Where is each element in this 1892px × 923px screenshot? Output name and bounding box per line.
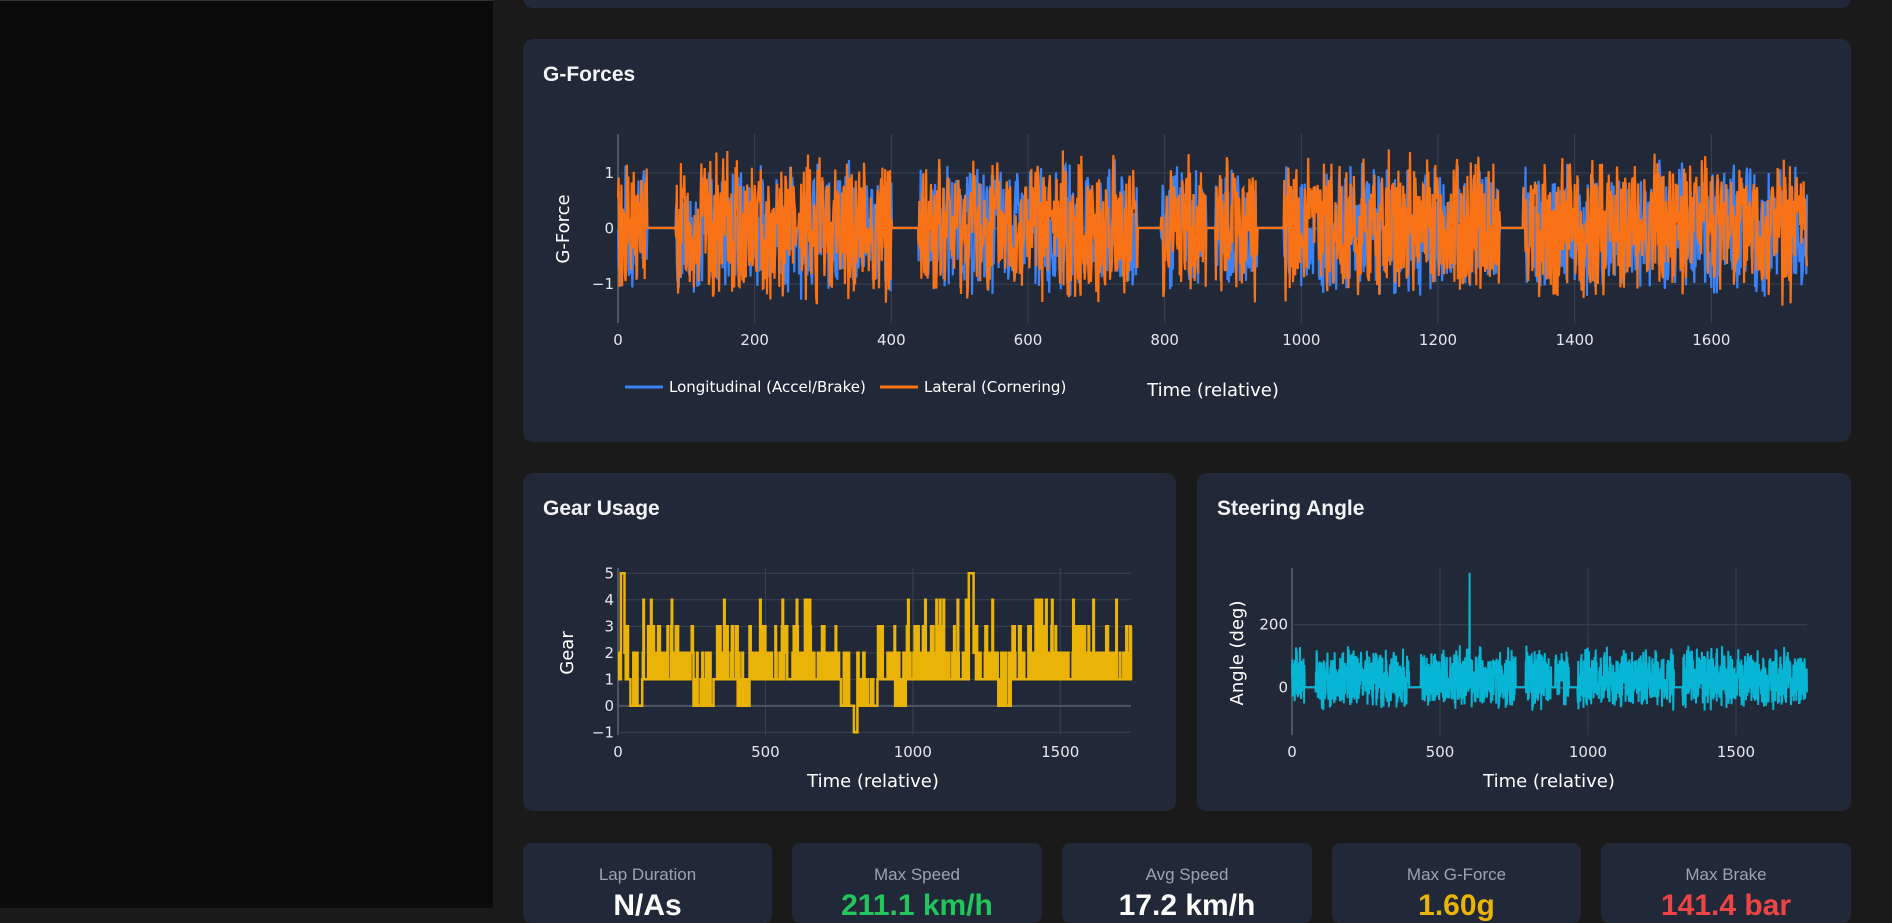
x-tick-label: 1000 (1569, 743, 1607, 761)
y-tick-label: −1 (592, 723, 614, 741)
legend-label: Lateral (Cornering) (924, 378, 1066, 396)
x-tick-label: 1500 (1717, 743, 1755, 761)
stat-max-g-force: Max G-Force 1.60g (1332, 843, 1581, 923)
y-tick-label: 200 (1259, 616, 1288, 634)
y-axis-label: Gear (557, 631, 578, 675)
y-axis-label: Angle (deg) (1227, 601, 1248, 706)
gforces-title: G-Forces (543, 63, 636, 86)
y-tick-label: 1 (604, 670, 614, 688)
stat-max-brake: Max Brake 141.4 bar (1601, 843, 1851, 923)
x-tick-label: 1000 (894, 743, 932, 761)
gear-series-line (617, 572, 1133, 734)
steering-chart[interactable]: 0 500 1000 1500 0 200 Time (relative) Angle (de… (1197, 473, 1851, 811)
steering-series-line (1291, 572, 1808, 711)
stat-value: 141.4 bar (1660, 889, 1792, 922)
x-tick-label: 500 (751, 743, 780, 761)
series-line-lateral (616, 149, 1809, 306)
stat-avg-speed: Avg Speed 17.2 km/h (1062, 843, 1312, 923)
y-tick-label: 0 (604, 220, 614, 238)
y-tick-label: 0 (1278, 679, 1288, 697)
y-tick-label: 5 (604, 564, 614, 582)
gforces-chart[interactable]: 0 200 400 600 800 1000 1200 1400 1600 −1 0 1 Time (r… (523, 39, 1851, 442)
y-axis-label: G-Force (553, 194, 574, 263)
sidebar (0, 0, 493, 908)
gear-card: Gear Usage 0 500 1000 1500 −1 0 1 2 3 4 5 Time (rel… (523, 473, 1176, 811)
gear-title: Gear Usage (543, 497, 660, 520)
stat-value: N/As (613, 889, 682, 922)
stat-max-speed: Max Speed 211.1 km/h (792, 843, 1042, 923)
x-tick-label: 0 (1287, 743, 1297, 761)
steering-title: Steering Angle (1217, 497, 1365, 520)
gforces-card: G-Forces 0 200 400 600 800 1000 1200 1400 1600 −1… (523, 39, 1851, 442)
x-tick-label: 800 (1150, 331, 1179, 349)
x-tick-label: 400 (877, 331, 906, 349)
y-tick-label: 3 (604, 617, 614, 635)
stat-label: Max G-Force (1406, 865, 1507, 884)
y-tick-label: 1 (604, 164, 614, 182)
y-tick-label: 0 (604, 697, 614, 715)
x-axis-label: Time (relative) (1146, 380, 1279, 401)
x-tick-label: 0 (613, 743, 623, 761)
x-tick-label: 500 (1426, 743, 1455, 761)
x-axis-label: Time (relative) (1482, 771, 1615, 792)
stat-value: 211.1 km/h (841, 889, 993, 922)
y-tick-label: 2 (604, 644, 614, 662)
x-tick-label: 1500 (1041, 743, 1079, 761)
x-tick-label: 1400 (1556, 331, 1594, 349)
stat-lap-duration: Lap Duration N/As (523, 843, 772, 923)
legend-label: Longitudinal (Accel/Brake) (669, 378, 866, 396)
stat-value: 17.2 km/h (1118, 889, 1256, 922)
x-tick-label: 1200 (1419, 331, 1457, 349)
x-axis-label: Time (relative) (806, 771, 939, 792)
y-tick-label: −1 (592, 275, 614, 293)
gear-chart[interactable]: 0 500 1000 1500 −1 0 1 2 3 4 5 Time (relative) Gear (523, 473, 1176, 811)
stat-value: 1.60g (1418, 889, 1495, 922)
y-tick-label: 4 (604, 591, 614, 609)
x-tick-label: 600 (1014, 331, 1043, 349)
stat-label: Lap Duration (598, 865, 697, 884)
x-tick-label: 200 (740, 331, 769, 349)
stat-label: Avg Speed (1145, 865, 1229, 884)
x-tick-label: 0 (613, 331, 623, 349)
stat-label: Max Speed (874, 865, 960, 884)
previous-card-bottom (523, 0, 1851, 8)
x-tick-label: 1000 (1282, 331, 1320, 349)
steering-card: Steering Angle 0 500 1000 1500 0 200 Time (rel… (1197, 473, 1851, 811)
x-tick-label: 1600 (1692, 331, 1730, 349)
stat-label: Max Brake (1685, 865, 1767, 884)
